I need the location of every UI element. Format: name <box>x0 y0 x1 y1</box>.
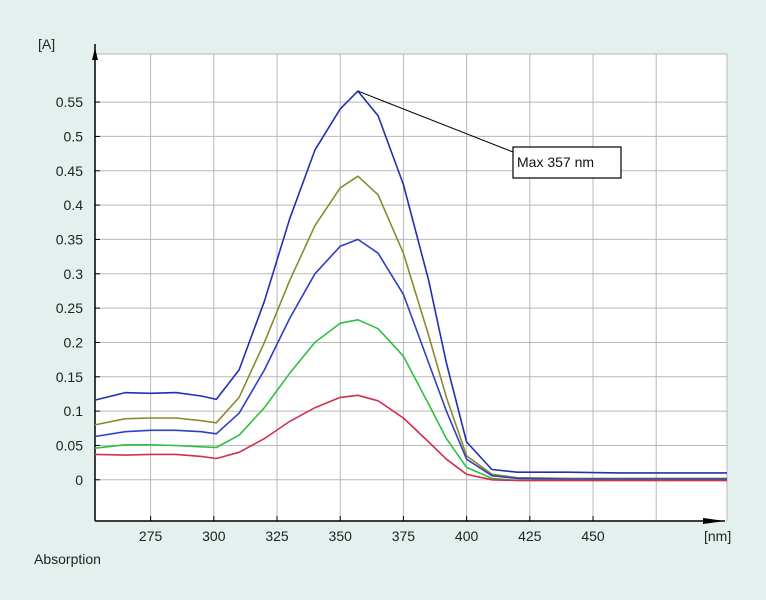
x-tick-label: 425 <box>518 528 542 544</box>
y-tick-label: 0.25 <box>56 300 83 316</box>
x-tick-label: 375 <box>392 528 416 544</box>
x-tick-label: 300 <box>202 528 226 544</box>
x-tick-label: 450 <box>581 528 605 544</box>
y-tick-label: 0 <box>75 472 83 488</box>
annotation-layer: Max 357 nm <box>357 90 622 179</box>
x-tick-label: 325 <box>265 528 289 544</box>
tick-labels: 275 300 325 350 375 400 425 450 0 0.05 0.1 0.15 0.2 0… <box>56 94 605 544</box>
annotation-leader-line <box>357 90 514 153</box>
series-line-3 <box>94 238 727 480</box>
y-tick-label: 0.3 <box>64 266 84 282</box>
chart-caption: Absorption <box>34 551 101 567</box>
y-tick-label: 0.4 <box>64 197 84 213</box>
annotation-box <box>512 146 622 179</box>
axes <box>92 44 725 524</box>
y-tick-label: 0.1 <box>64 403 84 419</box>
x-tick-label: 350 <box>329 528 353 544</box>
x-unit-label: [nm] <box>704 528 731 544</box>
grid-lines <box>95 53 728 521</box>
annotation-text: Max 357 nm <box>517 154 594 170</box>
x-tick-label: 400 <box>455 528 479 544</box>
series-line-5 <box>94 394 727 482</box>
y-tick-label: 0.2 <box>64 334 84 350</box>
y-unit-label: [A] <box>38 36 55 52</box>
y-tick-label: 0.5 <box>64 128 84 144</box>
series-layer <box>94 90 727 482</box>
y-tick-label: 0.45 <box>56 163 83 179</box>
y-tick-label: 0.35 <box>56 231 83 247</box>
plot-area <box>95 54 727 521</box>
x-tick-label: 275 <box>139 528 163 544</box>
x-axis-arrow <box>703 518 725 524</box>
y-axis-arrow <box>92 48 98 60</box>
y-tick-label: 0.05 <box>56 437 83 453</box>
series-line-1 <box>94 90 727 474</box>
y-tick-label: 0.55 <box>56 94 83 110</box>
y-tick-label: 0.15 <box>56 369 83 385</box>
